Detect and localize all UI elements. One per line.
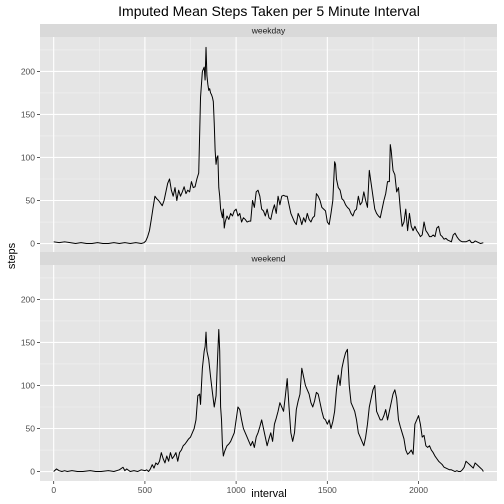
y-tick-label: 50 xyxy=(26,424,36,434)
x-tick-label: 1500 xyxy=(318,485,337,495)
y-tick-label: 100 xyxy=(21,380,35,390)
y-axis-title: steps xyxy=(6,242,18,269)
x-tick-label: 2000 xyxy=(409,485,428,495)
y-tick-label: 0 xyxy=(30,239,35,249)
chart-title: Imputed Mean Steps Taken per 5 Minute In… xyxy=(118,3,420,19)
panel-background xyxy=(40,37,497,253)
y-tick-label: 100 xyxy=(21,152,35,162)
x-tick-label: 1000 xyxy=(227,485,246,495)
x-axis-title: interval xyxy=(251,488,286,500)
strip-weekday xyxy=(40,24,497,37)
strip-weekend xyxy=(40,252,497,265)
y-tick-label: 200 xyxy=(21,294,35,304)
series-line-weekday xyxy=(53,46,484,245)
x-tick-label: 0 xyxy=(51,485,56,495)
panel-weekday: weekday 0 50 100 150 200 xyxy=(21,24,497,253)
y-tick-label: 50 xyxy=(26,196,36,206)
series-line-weekend xyxy=(53,329,484,473)
strip-label-weekend: weekend xyxy=(250,254,285,264)
y-tick-label: 0 xyxy=(30,467,35,477)
y-tick-label: 150 xyxy=(21,109,35,119)
panel-background xyxy=(40,265,497,481)
strip-label-weekday: weekday xyxy=(251,26,286,36)
y-tick-label: 200 xyxy=(21,66,35,76)
x-tick-label: 500 xyxy=(138,485,152,495)
y-tick-label: 150 xyxy=(21,337,35,347)
